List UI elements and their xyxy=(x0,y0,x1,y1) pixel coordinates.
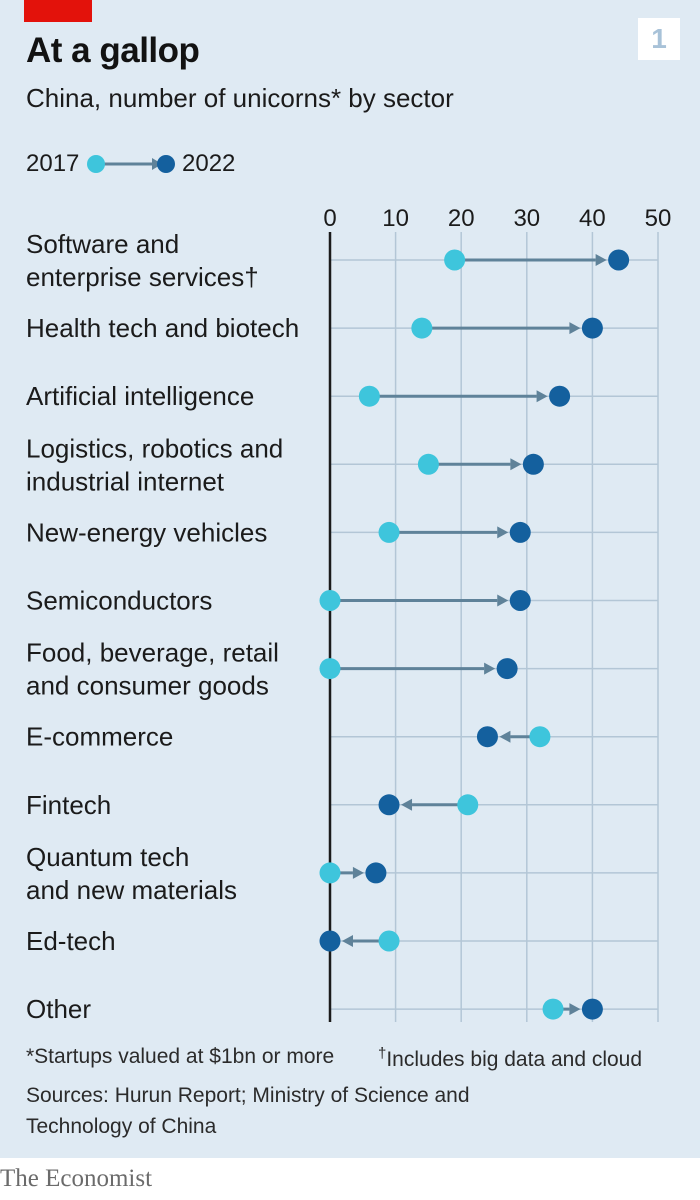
x-tick-label: 10 xyxy=(382,205,409,232)
category-label-line: and new materials xyxy=(26,875,237,905)
category-label-line: New-energy vehicles xyxy=(26,517,267,547)
category-label-line: Artificial intelligence xyxy=(26,381,254,411)
change-arrow-head xyxy=(536,390,548,403)
dot-2017 xyxy=(319,862,341,884)
dot-2022 xyxy=(496,658,518,680)
category-label: Logistics, robotics and industrial intern… xyxy=(26,433,283,496)
x-tick-label: 0 xyxy=(323,205,336,232)
chart-panel: 1 At a gallop China, number of unicorns*… xyxy=(0,0,700,1158)
legend-end-dot xyxy=(157,155,175,173)
category-label: Artificial intelligence xyxy=(26,381,254,411)
dot-2022 xyxy=(509,590,531,611)
category-label-line: Food, beverage, retail xyxy=(26,638,279,668)
x-tick-label: 30 xyxy=(513,205,540,232)
category-label-line: Semiconductors xyxy=(26,586,212,616)
category-label: Other xyxy=(26,994,91,1024)
change-arrow-head xyxy=(484,662,496,675)
category-label-line: Other xyxy=(26,994,91,1024)
change-arrow-head xyxy=(401,798,413,811)
category-label-line: Fintech xyxy=(26,790,111,820)
change-arrow-head xyxy=(569,322,581,335)
dot-2017 xyxy=(542,998,564,1020)
dot-2017 xyxy=(411,317,433,339)
category-label-line: Logistics, robotics and xyxy=(26,433,283,463)
change-arrow-head xyxy=(352,866,364,879)
change-arrow-head xyxy=(510,458,522,471)
dumbbell-chart: 0 10 20 30 40 50 Software and enterprise servic… xyxy=(26,205,672,1024)
category-label: Health tech and biotech xyxy=(26,313,299,343)
dot-2022 xyxy=(378,794,400,816)
category-label: Ed-tech xyxy=(26,926,116,956)
category-label-line: Health tech and biotech xyxy=(26,313,299,343)
footnote-definition: *Startups valued at $1bn or more xyxy=(26,1045,335,1068)
category-label-line: Ed-tech xyxy=(26,926,116,956)
change-arrow-head xyxy=(499,730,511,743)
dot-2022 xyxy=(608,249,630,271)
dot-2022 xyxy=(581,317,603,339)
dot-2017 xyxy=(457,794,479,816)
category-label: E-commerce xyxy=(26,722,173,752)
change-arrow-head xyxy=(595,254,607,266)
chart-title: At a gallop xyxy=(26,31,200,70)
dot-2022 xyxy=(581,998,603,1020)
dot-2017 xyxy=(417,453,439,475)
dot-2017 xyxy=(444,249,466,271)
brand-red-tag xyxy=(24,0,92,22)
dot-2022 xyxy=(365,862,387,884)
legend-start-dot xyxy=(87,155,105,173)
x-tick-label: 40 xyxy=(579,205,606,232)
category-label-line: and consumer goods xyxy=(26,671,269,701)
change-arrow-head xyxy=(342,935,353,947)
legend-arrow-key xyxy=(87,155,175,173)
change-arrow-head xyxy=(569,1003,581,1016)
dot-2017 xyxy=(378,930,400,952)
category-label-line: E-commerce xyxy=(26,722,173,752)
change-arrow-head xyxy=(497,594,509,607)
footnote-dagger-mark: † xyxy=(378,1045,387,1062)
footnote-dagger: †Includes big data and cloud xyxy=(378,1045,642,1072)
chart-subtitle: China, number of unicorns* by sector xyxy=(26,83,454,113)
dot-2022 xyxy=(522,453,544,475)
legend-end-year: 2022 xyxy=(182,150,236,177)
legend-start-year: 2017 xyxy=(26,150,80,177)
x-tick-label: 50 xyxy=(645,205,672,232)
footnote-dagger-text: Includes big data and cloud xyxy=(386,1048,643,1071)
category-label-line: industrial internet xyxy=(26,466,225,496)
category-label: Software and enterprise services† xyxy=(26,229,259,292)
category-label: Food, beverage, retail and consumer goods xyxy=(26,638,279,701)
dot-2022 xyxy=(319,930,341,952)
dot-2022 xyxy=(509,521,531,543)
category-label-line: Software and xyxy=(26,229,179,259)
category-label-line: enterprise services† xyxy=(26,262,259,292)
category-label: New-energy vehicles xyxy=(26,517,267,547)
category-label: Semiconductors xyxy=(26,586,212,616)
dot-2022 xyxy=(549,385,571,407)
change-arrow-head xyxy=(497,526,509,539)
dot-2017 xyxy=(529,726,551,748)
dot-2017 xyxy=(358,385,380,407)
category-label: Fintech xyxy=(26,790,111,820)
dot-2017 xyxy=(319,590,341,611)
x-tick-label: 20 xyxy=(448,205,475,232)
dot-2017 xyxy=(378,521,400,543)
dot-2022 xyxy=(476,726,498,748)
dot-2017 xyxy=(319,658,341,680)
category-label-line: Quantum tech xyxy=(26,842,189,872)
publisher-brand: The Economist xyxy=(0,1165,153,1192)
category-label: Quantum tech and new materials xyxy=(26,842,237,905)
chart-number-badge: 1 xyxy=(638,18,680,60)
sources-note: Sources: Hurun Report; Ministry of Scien… xyxy=(26,1084,470,1138)
